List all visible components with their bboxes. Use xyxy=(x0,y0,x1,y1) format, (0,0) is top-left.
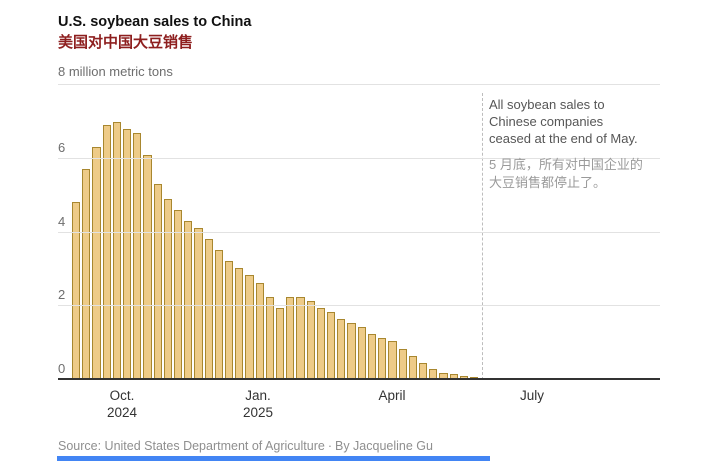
x-axis-label-line1: April xyxy=(378,388,406,403)
x-axis-label-jan: Jan. 2025 xyxy=(243,387,273,421)
bar-week-20 xyxy=(265,297,275,378)
gridline-2 xyxy=(58,305,660,307)
bar-week-3 xyxy=(92,147,101,378)
bar-week-2 xyxy=(82,169,91,378)
bar-week-25 xyxy=(316,308,326,378)
bar-week-14 xyxy=(204,238,213,378)
byline: By Jacqueline Gu xyxy=(334,439,433,453)
gridline-6 xyxy=(58,157,660,159)
bar-week-29 xyxy=(357,326,366,378)
bar-week-9 xyxy=(153,183,162,378)
bar-chart-plot-area: 0 2 4 6 xyxy=(58,84,660,380)
bar-week-35 xyxy=(418,363,428,378)
x-axis-labels: Oct. 2024 Jan. 2025 April July xyxy=(58,387,660,427)
may-cutoff-dashed-line xyxy=(482,93,483,380)
bar-week-11 xyxy=(174,209,183,378)
x-axis-label-line2: 2024 xyxy=(106,405,138,420)
bar-week-40 xyxy=(469,376,479,378)
chart-title-chinese: 美国对中国大豆销售 xyxy=(58,34,194,51)
bar-week-18 xyxy=(245,275,254,378)
bottom-blue-bar xyxy=(57,456,490,461)
bar-week-26 xyxy=(327,312,336,378)
annotation-text-en: All soybean sales to Chinese companies c… xyxy=(489,97,638,146)
bar-week-39 xyxy=(459,375,468,378)
bar-week-1 xyxy=(72,202,81,378)
bar-week-15 xyxy=(214,249,224,378)
bar-week-6 xyxy=(123,128,132,378)
y-tick-label-0: 0 xyxy=(58,361,66,376)
y-tick-label-4: 4 xyxy=(58,213,66,229)
bar-week-33 xyxy=(398,348,407,378)
bar-week-21 xyxy=(276,308,285,378)
bar-week-36 xyxy=(429,368,438,378)
bar-week-10 xyxy=(163,198,173,378)
source-text: Source: United States Department of Agri… xyxy=(58,439,325,453)
bar-week-27 xyxy=(337,319,346,378)
bar-week-31 xyxy=(378,337,387,378)
chart-title: U.S. soybean sales to China xyxy=(58,14,252,30)
bar-week-23 xyxy=(296,297,305,378)
x-axis-label-oct: Oct. 2024 xyxy=(107,387,137,421)
x-axis-label-line1: July xyxy=(519,388,545,403)
x-axis-baseline xyxy=(58,378,660,380)
bar-week-32 xyxy=(388,341,397,378)
bar-week-8 xyxy=(143,154,152,378)
y-tick-label-2: 2 xyxy=(58,287,66,303)
annotation-block: All soybean sales to Chinese companies c… xyxy=(489,96,647,192)
source-line: Source: United States Department of Agri… xyxy=(58,439,433,454)
bar-week-17 xyxy=(235,268,244,378)
separator-dot: · xyxy=(327,439,332,453)
x-axis-label-line1: Jan. xyxy=(245,388,271,403)
bar-week-38 xyxy=(449,374,458,378)
bar-week-4 xyxy=(102,125,111,378)
bar-week-19 xyxy=(255,282,264,378)
x-axis-label-line1: Oct. xyxy=(109,388,135,403)
bar-week-13 xyxy=(194,227,203,378)
bar-week-30 xyxy=(367,334,377,378)
bar-week-7 xyxy=(133,132,142,378)
x-axis-label-july: July xyxy=(520,387,544,404)
x-axis-label-april: April xyxy=(378,387,405,404)
gridline-8 xyxy=(58,84,660,85)
bar-week-5 xyxy=(112,121,122,378)
annotation-text-zh: 5 月底，所有对中国企业的大豆销售都停止了。 xyxy=(489,157,643,190)
bar-week-16 xyxy=(225,260,234,378)
gridline-4 xyxy=(58,231,660,233)
bar-week-34 xyxy=(408,356,417,378)
bar-week-28 xyxy=(347,323,356,378)
bar-week-22 xyxy=(286,297,295,378)
x-axis-label-line2: 2025 xyxy=(242,405,274,420)
y-axis-unit-label: 8 million metric tons xyxy=(58,64,173,79)
bar-week-12 xyxy=(184,220,193,378)
bars-container xyxy=(72,85,479,378)
bar-week-37 xyxy=(439,372,448,378)
bar-week-24 xyxy=(306,301,315,378)
y-tick-label-6: 6 xyxy=(58,139,66,155)
